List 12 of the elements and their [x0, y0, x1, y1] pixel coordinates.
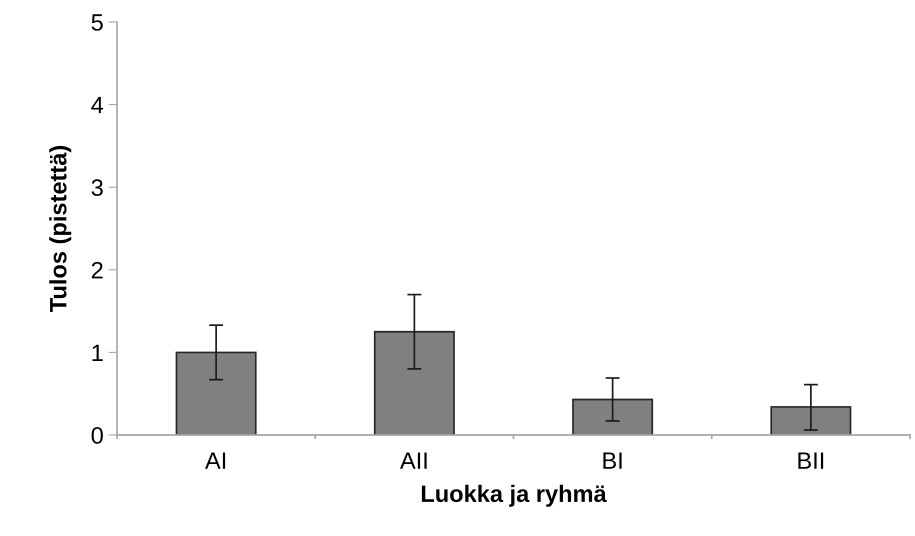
x-tick-label: BII [798, 452, 824, 469]
y-tick-label: 1 [92, 344, 103, 361]
y-axis-title: Tulos (pistettä) [49, 146, 72, 312]
y-tick-label: 4 [91, 96, 104, 114]
y-tick-label: 2 [92, 262, 103, 278]
y-tick-label: 0 [92, 427, 103, 444]
x-axis-title: Luokka ja ryhmä [422, 484, 607, 507]
x-tick-label: AII [400, 452, 427, 469]
x-tick-label: BI [603, 452, 622, 469]
x-tick-label: AI [205, 452, 226, 469]
y-tick-label: 3 [92, 179, 103, 196]
y-tick-label: 5 [92, 14, 103, 31]
